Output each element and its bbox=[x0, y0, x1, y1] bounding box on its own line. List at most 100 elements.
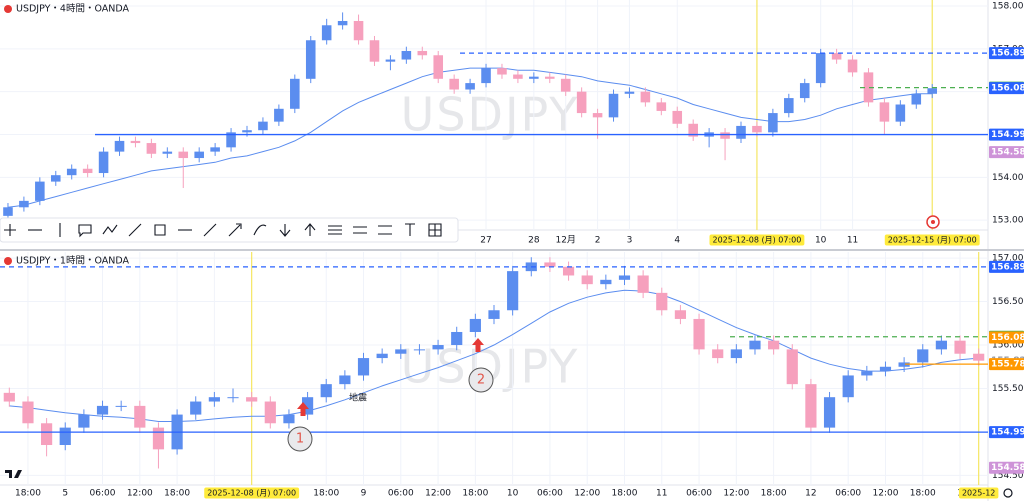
x-tick-label: 2025-12-15 (月) 07:00 bbox=[888, 236, 977, 245]
x-label-highlight bbox=[709, 234, 805, 246]
candle-body bbox=[608, 93, 619, 118]
candle-body bbox=[847, 59, 858, 73]
x-tick-label: 18:00 bbox=[164, 489, 190, 499]
toolbar-button[interactable] bbox=[154, 224, 166, 236]
toolbar-button[interactable] bbox=[128, 223, 142, 237]
x-tick-label: 5 bbox=[62, 489, 68, 499]
price-label-box bbox=[989, 461, 1024, 474]
candle-body bbox=[712, 349, 724, 359]
price-label: 154.998 bbox=[991, 130, 1024, 140]
toolbar-button[interactable] bbox=[102, 224, 118, 235]
candle-body bbox=[59, 427, 71, 446]
candle-body bbox=[927, 88, 938, 94]
candle-body bbox=[488, 310, 500, 319]
toolbar-button[interactable] bbox=[228, 223, 242, 237]
x-tick-label: 18:00 bbox=[313, 489, 339, 499]
x-tick-label: 2025-12 bbox=[962, 489, 995, 498]
moving-average bbox=[7, 67, 933, 208]
symbol-flag bbox=[4, 5, 12, 13]
alert-marker-dot bbox=[931, 220, 935, 224]
price-label: 156.087 bbox=[991, 333, 1024, 343]
toolbar-button[interactable] bbox=[203, 223, 217, 237]
x-label-highlight bbox=[958, 487, 999, 499]
toolbar-button[interactable] bbox=[405, 223, 415, 236]
toolbar-button[interactable] bbox=[4, 224, 16, 236]
x-tick-label: 28 bbox=[528, 236, 540, 246]
candle-body bbox=[688, 123, 698, 137]
toolbar-button[interactable] bbox=[378, 225, 392, 235]
annotation: 地震 bbox=[349, 392, 367, 404]
toolbar-button[interactable] bbox=[253, 224, 267, 236]
event-arrow bbox=[297, 402, 309, 416]
candle-body bbox=[720, 132, 730, 139]
candle-body bbox=[656, 292, 668, 311]
candle-body bbox=[50, 175, 61, 182]
candle-body bbox=[395, 349, 407, 354]
candle-body bbox=[98, 151, 109, 174]
x-tick-label: 2025-12-08 (月) 07:00 bbox=[207, 489, 296, 498]
y-tick-label: 158.000 bbox=[992, 1, 1024, 11]
candle-body bbox=[3, 207, 13, 216]
price-label: 156.899 bbox=[991, 49, 1024, 59]
x-tick-label: 18:00 bbox=[761, 489, 787, 499]
price-label-box bbox=[989, 82, 1024, 95]
candle-body bbox=[481, 68, 491, 84]
annotation-circle bbox=[287, 426, 313, 452]
toolbar-button[interactable] bbox=[304, 223, 316, 236]
candle-body bbox=[376, 353, 388, 359]
candle-body bbox=[973, 353, 985, 361]
settings-button[interactable] bbox=[1003, 488, 1013, 498]
candle-body bbox=[413, 349, 426, 351]
candle-body bbox=[592, 113, 603, 118]
toolbar-button[interactable] bbox=[279, 224, 291, 237]
price-label: 155.780 bbox=[991, 360, 1024, 370]
toolbar-button[interactable] bbox=[328, 225, 342, 235]
x-tick-label: 06:00 bbox=[686, 489, 712, 499]
candle-body bbox=[465, 83, 475, 90]
y-tick-label: 156.500 bbox=[992, 297, 1024, 307]
candle-body bbox=[917, 349, 929, 363]
candle-body bbox=[736, 125, 746, 139]
candle-body bbox=[672, 110, 683, 124]
x-tick-label: 10 bbox=[815, 236, 827, 246]
annotation: 2 bbox=[477, 373, 485, 388]
toolbar-button[interactable] bbox=[428, 223, 442, 237]
price-label-box bbox=[989, 47, 1024, 60]
y-tick-label: 154.500 bbox=[992, 471, 1024, 481]
x-tick-label: 18:00 bbox=[910, 489, 936, 499]
price-label-box bbox=[989, 426, 1024, 439]
candle-body bbox=[134, 405, 146, 428]
candle-body bbox=[115, 405, 127, 407]
toolbar-button[interactable] bbox=[353, 226, 367, 234]
candle-body bbox=[82, 168, 93, 174]
price-label: 156.082 bbox=[991, 84, 1024, 94]
candle-body bbox=[823, 397, 836, 428]
candle-body bbox=[3, 392, 15, 402]
x-tick-label: 4 bbox=[674, 236, 680, 246]
candle-body bbox=[895, 104, 906, 122]
candle-body bbox=[784, 98, 794, 114]
price-label-box bbox=[989, 128, 1024, 141]
candle-body bbox=[898, 362, 910, 367]
candle-body bbox=[842, 375, 854, 398]
candle-body bbox=[449, 78, 459, 90]
y-tick-label: 157.000 bbox=[992, 254, 1024, 264]
candle-body bbox=[353, 20, 364, 41]
candle-body bbox=[78, 414, 90, 428]
candle-body bbox=[560, 78, 571, 92]
y-tick-label: 155.500 bbox=[992, 384, 1024, 394]
candle-body bbox=[227, 397, 239, 399]
pane: USDJPY154.500155.000155.500156.000156.50… bbox=[0, 252, 1024, 499]
candle-body bbox=[433, 55, 444, 79]
candle-body bbox=[469, 318, 481, 332]
candle-body bbox=[152, 427, 165, 450]
candle-body bbox=[730, 349, 742, 359]
y-tick-label: 156.000 bbox=[992, 341, 1024, 351]
toolbar-button[interactable] bbox=[78, 224, 92, 238]
x-tick-label: 12 bbox=[805, 489, 816, 499]
x-tick-label: 11 bbox=[656, 489, 667, 499]
candle-body bbox=[544, 262, 556, 267]
candle-body bbox=[624, 91, 635, 94]
candle-body bbox=[637, 275, 649, 293]
candle-body bbox=[401, 50, 412, 60]
